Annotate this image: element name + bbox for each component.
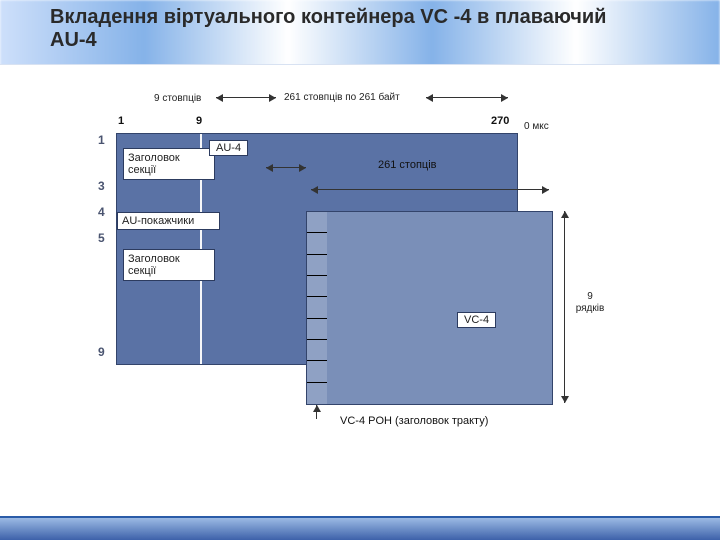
label-poh-caption: VC-4 POH (заголовок тракту)	[340, 415, 488, 427]
badge-au4: AU-4	[209, 140, 248, 156]
vc4-block: VC-4	[306, 211, 553, 405]
text-au-pointers: AU-покажчики	[122, 215, 194, 227]
vc4-poh-row-divider	[307, 254, 327, 255]
row-1: 1	[98, 133, 105, 147]
vc4-poh-row-divider	[307, 318, 327, 319]
text-section-header-bottom: Заголовок секції	[128, 253, 210, 277]
arrow-9-rows	[564, 211, 565, 403]
row-4: 4	[98, 205, 105, 219]
row-9: 9	[98, 345, 105, 359]
row-3: 3	[98, 179, 105, 193]
diagram: 9 стовпців 261 стовпців по 261 байт 1 9 …	[116, 117, 616, 477]
content-area: 9 стовпців 261 стовпців по 261 байт 1 9 …	[0, 64, 720, 495]
text-9-rows: 9 рядків	[576, 291, 605, 314]
label-0mks: 0 мкс	[524, 121, 549, 132]
badge-vc4: VC-4	[457, 312, 496, 328]
vc4-payload	[327, 212, 552, 404]
label-9-cols: 9 стовпців	[154, 93, 201, 104]
label-261-cols: 261 стопців	[378, 159, 437, 171]
arrow-poh	[316, 405, 317, 419]
box-section-header-top: Заголовок секції	[123, 148, 215, 180]
arrow-261-left	[266, 167, 306, 168]
vc4-poh-row-divider	[307, 360, 327, 361]
arrow-top-left	[216, 97, 276, 98]
arrow-261-span	[311, 189, 549, 190]
vc4-poh-row-divider	[307, 382, 327, 383]
label-9-rows: 9 рядків	[572, 289, 608, 317]
vc4-poh-row-divider	[307, 339, 327, 340]
arrow-top-right	[426, 97, 508, 98]
vc4-poh-row-divider	[307, 275, 327, 276]
col-270: 270	[491, 115, 509, 127]
box-au-pointers: AU-покажчики	[117, 212, 220, 230]
page-title: Вкладення віртуального контейнера VC -4 …	[50, 6, 610, 52]
vc4-poh-row-divider	[307, 296, 327, 297]
vc4-poh-row-divider	[307, 232, 327, 233]
text-section-header-top: Заголовок секції	[128, 152, 210, 176]
col-9: 9	[196, 115, 202, 127]
label-261-cols-bytes: 261 стовпців по 261 байт	[284, 92, 400, 103]
row-5: 5	[98, 231, 105, 245]
vc4-poh-column	[307, 212, 328, 404]
footer-band	[0, 518, 720, 540]
col-1: 1	[118, 115, 124, 127]
box-section-header-bottom: Заголовок секції	[123, 249, 215, 281]
